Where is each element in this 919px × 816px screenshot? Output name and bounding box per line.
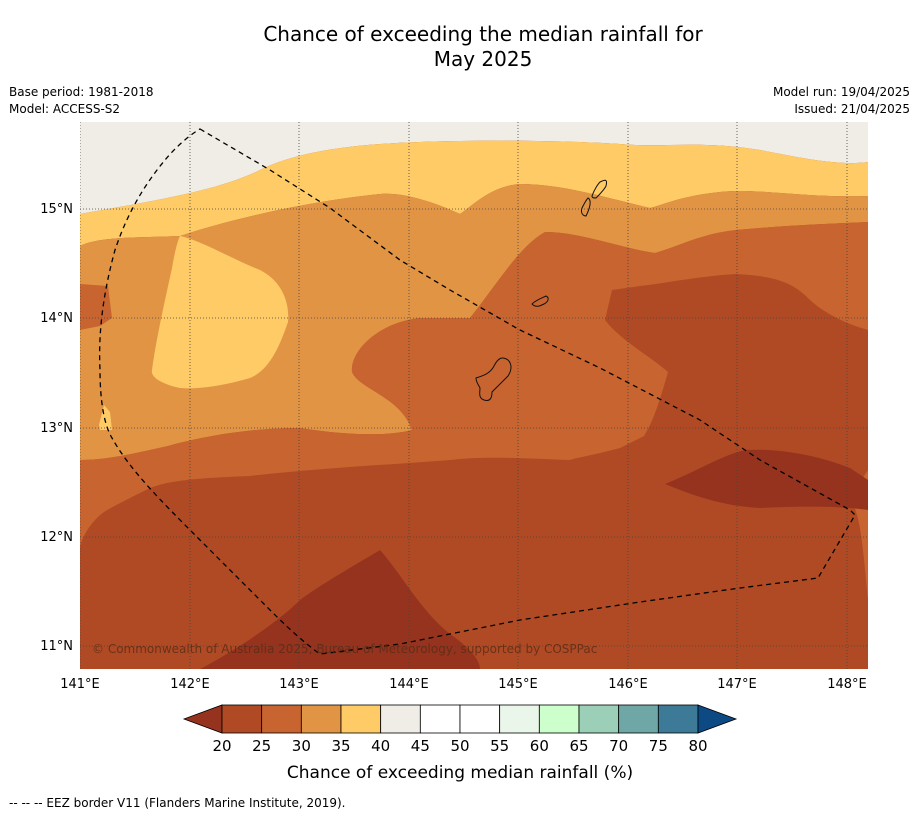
lon-label-148e: 148°E: [827, 677, 867, 692]
fill-40-45-region: [80, 122, 868, 214]
island-tinian: [581, 197, 591, 217]
legend-swatches: [221, 704, 699, 734]
lat-label-12n: 12°N: [40, 530, 73, 545]
island-guam: [475, 357, 512, 401]
fill-below-20-south: [200, 550, 480, 669]
lon-label-141e: 141°E: [60, 677, 100, 692]
legend-low-extension: [182, 704, 223, 734]
legend-tick-50: 50: [450, 737, 469, 755]
model-run: Model run: 19/04/2025: [772, 85, 910, 99]
lon-label-146e: 146°E: [608, 677, 648, 692]
legend-title: Chance of exceeding median rainfall (%): [287, 763, 633, 783]
issued-date: Issued: 21/04/2025: [794, 102, 910, 116]
legend-tick-20: 20: [212, 737, 231, 755]
lon-label-145e: 145°E: [498, 677, 538, 692]
legend-tick-45: 45: [411, 737, 430, 755]
legend-swatch-40-45: [380, 704, 421, 734]
model-name: Model: ACCESS-S2: [9, 102, 121, 116]
longitude-labels: 141°E 142°E 143°E 144°E 145°E 146°E 147°…: [60, 677, 867, 692]
eez-footnote: -- -- -- EEZ border V11 (Flanders Marine…: [9, 796, 346, 810]
legend-tick-65: 65: [569, 737, 588, 755]
meta-left: Base period: 1981-2018 Model: ACCESS-S2: [9, 84, 154, 118]
map-copyright: © Commonwealth of Australia 2025, Bureau…: [92, 642, 597, 656]
eez-border: [99, 128, 856, 655]
legend-swatch-75-80: [657, 704, 699, 734]
legend-tick-80: 80: [688, 737, 707, 755]
fill-35-40-blob: [151, 236, 289, 389]
legend-tick-30: 30: [292, 737, 311, 755]
fill-35-40-spot: [99, 405, 112, 430]
meta-right: Model run: 19/04/2025 Issued: 21/04/2025: [773, 84, 910, 118]
lon-label-147e: 147°E: [717, 677, 757, 692]
legend-high-extension: [697, 704, 738, 734]
legend-tick-labels: 20 25 30 35 40 45 50 55 60 65 70 75 80: [212, 737, 707, 755]
fill-35-40-band: [80, 140, 868, 246]
legend-swatch-25-30: [261, 704, 302, 734]
legend-swatch-60-65: [538, 704, 580, 734]
lat-label-11n: 11°N: [40, 639, 73, 654]
island-saipan: [591, 179, 607, 199]
legend-tick-70: 70: [609, 737, 628, 755]
legend-tick-35: 35: [331, 737, 350, 755]
legend-swatch-45-50: [419, 704, 461, 734]
fill-25-30-west-patch: [80, 284, 112, 330]
fill-below-20-east: [665, 449, 868, 510]
legend-swatch-20-25: [221, 704, 263, 734]
legend-colorbar: 20 25 30 35 40 45 50 55 60 65 70 75 80 Chance of exc…: [182, 704, 738, 783]
fill-30-35-region: [80, 184, 868, 460]
lon-label-144e: 144°E: [389, 677, 429, 692]
base-period: Base period: 1981-2018: [9, 85, 154, 99]
legend-tick-25: 25: [252, 737, 271, 755]
latitude-labels: 15°N 14°N 13°N 12°N 11°N: [40, 202, 73, 654]
legend-swatch-30-35: [300, 704, 342, 734]
legend-tick-40: 40: [371, 737, 390, 755]
legend-tick-55: 55: [490, 737, 509, 755]
lon-label-143e: 143°E: [279, 677, 319, 692]
legend-swatch-70-75: [618, 704, 659, 734]
island-rota: [531, 295, 549, 307]
legend-swatch-55-60: [499, 704, 540, 734]
lat-label-15n: 15°N: [40, 202, 73, 217]
rainfall-map: © Commonwealth of Australia 2025, Bureau…: [80, 122, 868, 669]
title-line-2: May 2025: [433, 47, 533, 71]
lon-label-142e: 142°E: [170, 677, 210, 692]
legend-tick-75: 75: [649, 737, 668, 755]
legend-swatch-50-55: [459, 704, 501, 734]
legend-swatch-35-40: [340, 704, 382, 734]
page-title: Chance of exceeding the median rainfall …: [0, 22, 919, 72]
title-line-1: Chance of exceeding the median rainfall …: [263, 22, 703, 46]
legend-tick-60: 60: [530, 737, 549, 755]
graticule: [80, 122, 868, 669]
fill-25-30-region: [80, 222, 868, 550]
lat-label-13n: 13°N: [40, 421, 73, 436]
lat-label-14n: 14°N: [40, 311, 73, 326]
legend-swatch-65-70: [578, 704, 620, 734]
island-outlines: [475, 179, 607, 401]
